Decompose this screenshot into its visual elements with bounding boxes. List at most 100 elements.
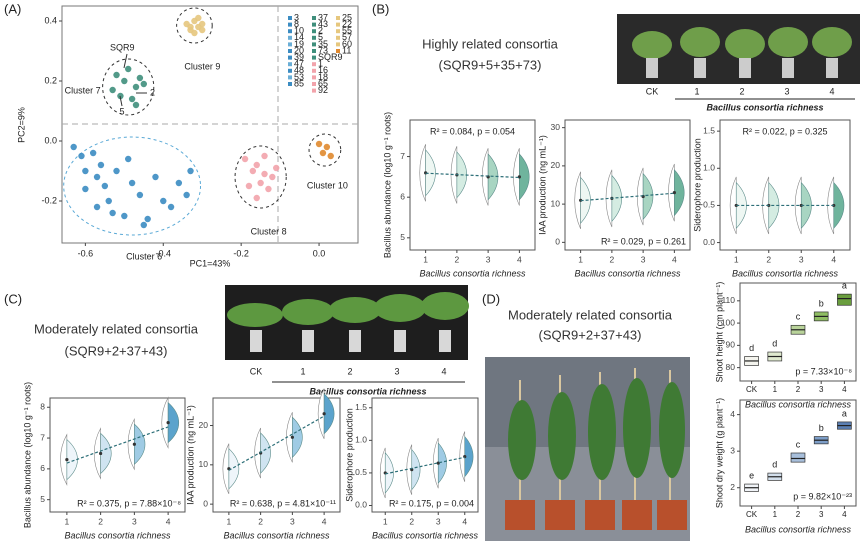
stat-annotation: R² = 0.175, p = 0.004 bbox=[389, 498, 474, 508]
photo-label: CK bbox=[250, 366, 263, 376]
legend-label: 53 bbox=[294, 72, 304, 82]
x-tick-label: 1 bbox=[773, 385, 778, 394]
y-tick-label: 110 bbox=[721, 295, 735, 305]
point bbox=[253, 194, 260, 202]
legend-label: 20 bbox=[294, 45, 304, 55]
legend-swatch bbox=[312, 29, 316, 34]
y-tick-label: 0.5 bbox=[703, 200, 715, 210]
panel-label: (B) bbox=[372, 1, 389, 16]
cluster-ellipse bbox=[102, 58, 155, 116]
legend-label: 37 bbox=[318, 12, 328, 22]
legend-swatch bbox=[288, 68, 292, 73]
y-tick-label: 0.4 bbox=[44, 15, 57, 25]
point bbox=[113, 71, 120, 79]
legend-label: 16 bbox=[318, 65, 328, 75]
photo bbox=[485, 357, 690, 541]
violin-left bbox=[254, 427, 261, 479]
x-tick-label: 3 bbox=[436, 516, 441, 526]
legend-swatch bbox=[312, 22, 316, 27]
panel-label: (D) bbox=[482, 291, 500, 306]
legend-swatch bbox=[288, 22, 292, 27]
legend-label: 8 bbox=[294, 19, 299, 29]
legend-swatch bbox=[288, 82, 292, 86]
point bbox=[249, 167, 257, 175]
violin bbox=[167, 401, 180, 444]
violin bbox=[260, 432, 271, 474]
x-axis-label: Bacillus consortia richness bbox=[745, 399, 852, 409]
violin-left bbox=[317, 388, 325, 439]
violin bbox=[384, 452, 394, 494]
x-tick-label: 1 bbox=[227, 516, 232, 526]
violin bbox=[228, 448, 240, 490]
y-tick-label: 8 bbox=[40, 401, 45, 411]
legend-label: 11 bbox=[342, 45, 351, 55]
legend-label: 3 bbox=[294, 12, 299, 22]
point bbox=[269, 173, 276, 181]
x-tick-label: 3 bbox=[132, 516, 137, 526]
legend-swatch bbox=[288, 62, 292, 67]
violin-left bbox=[60, 433, 68, 486]
violin bbox=[323, 392, 335, 435]
point bbox=[82, 167, 89, 175]
y-tick-label: 0.0 bbox=[703, 237, 715, 247]
photo-label: 2 bbox=[739, 86, 744, 96]
y-tick-label: 0.2 bbox=[44, 75, 57, 85]
legend-label: 60 bbox=[342, 39, 352, 49]
violin-left bbox=[636, 167, 644, 226]
cluster-ellipse bbox=[234, 145, 287, 209]
cluster-ellipse bbox=[308, 133, 342, 167]
point bbox=[319, 149, 327, 157]
trend-line bbox=[425, 172, 520, 179]
legend-swatch bbox=[312, 82, 316, 86]
panel-label: (A) bbox=[4, 1, 21, 16]
legend-label: 57 bbox=[342, 32, 352, 42]
y-tick-label: 1.0 bbox=[355, 435, 367, 445]
stat-annotation: R² = 0.022, p = 0.325 bbox=[742, 126, 827, 136]
y-axis-label: Shoot height (cm plant⁻¹) bbox=[714, 282, 724, 383]
violin-left bbox=[222, 443, 230, 494]
violin bbox=[580, 176, 591, 224]
point bbox=[105, 197, 112, 205]
y-tick-label: 20 bbox=[199, 420, 209, 430]
violin bbox=[519, 153, 530, 201]
x-tick-label: 2 bbox=[258, 516, 263, 526]
stat-annotation: R² = 0.638, p = 4.81×10⁻¹¹ bbox=[230, 498, 336, 508]
point bbox=[125, 155, 132, 163]
x-tick-label: 2 bbox=[610, 254, 615, 264]
point bbox=[89, 149, 97, 157]
photo-label: 3 bbox=[394, 366, 399, 376]
violin-left bbox=[127, 417, 135, 471]
photo-label: CK bbox=[646, 86, 659, 96]
point bbox=[109, 209, 116, 217]
violin-left bbox=[668, 163, 675, 222]
point bbox=[132, 101, 140, 109]
x-tick-label: -0.4 bbox=[156, 248, 172, 258]
significance-letter: d bbox=[749, 343, 754, 353]
y-tick-label: 6 bbox=[400, 191, 405, 201]
photo-label: 1 bbox=[300, 366, 305, 376]
legend-swatch bbox=[288, 29, 292, 34]
x-axis-label: Bacillus consortia richness bbox=[372, 530, 479, 540]
point bbox=[121, 77, 128, 85]
significance-letter: c bbox=[796, 312, 801, 322]
legend-swatch bbox=[288, 35, 292, 40]
point bbox=[97, 161, 105, 169]
x-tick-label: 2 bbox=[796, 385, 801, 394]
x-tick-label: 2 bbox=[98, 516, 103, 526]
point bbox=[144, 215, 151, 223]
y-tick-label: 10 bbox=[551, 198, 561, 208]
point bbox=[70, 143, 77, 151]
violin-left bbox=[379, 447, 386, 499]
cluster-label: Cluster 9 bbox=[184, 61, 220, 71]
significance-letter: d bbox=[772, 338, 777, 348]
y-tick-label: 6 bbox=[40, 463, 45, 473]
x-tick-label: 3 bbox=[819, 510, 824, 519]
violin bbox=[425, 149, 436, 197]
x-tick-label: 4 bbox=[842, 385, 847, 394]
legend-label: 5 bbox=[318, 32, 323, 42]
y-tick-label: 0.0 bbox=[355, 500, 367, 510]
legend-label: 85 bbox=[294, 78, 304, 88]
y-tick-label: 0 bbox=[203, 498, 208, 508]
x-tick-label: 2 bbox=[766, 254, 771, 264]
x-tick-label: CK bbox=[746, 385, 758, 394]
